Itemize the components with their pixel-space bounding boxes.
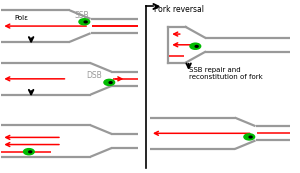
Circle shape (79, 19, 90, 25)
Circle shape (109, 82, 112, 83)
Circle shape (249, 136, 252, 138)
Text: SSB repair and
reconstitution of fork: SSB repair and reconstitution of fork (189, 67, 262, 80)
Circle shape (29, 151, 32, 153)
Text: Fork reversal: Fork reversal (154, 4, 205, 13)
Circle shape (195, 45, 198, 47)
Circle shape (84, 21, 87, 23)
Text: SSB: SSB (74, 11, 89, 20)
Text: Polε: Polε (15, 15, 29, 21)
Circle shape (104, 79, 115, 85)
Text: DSB: DSB (86, 71, 102, 80)
Circle shape (23, 149, 34, 155)
Circle shape (244, 134, 255, 140)
Circle shape (190, 43, 201, 49)
